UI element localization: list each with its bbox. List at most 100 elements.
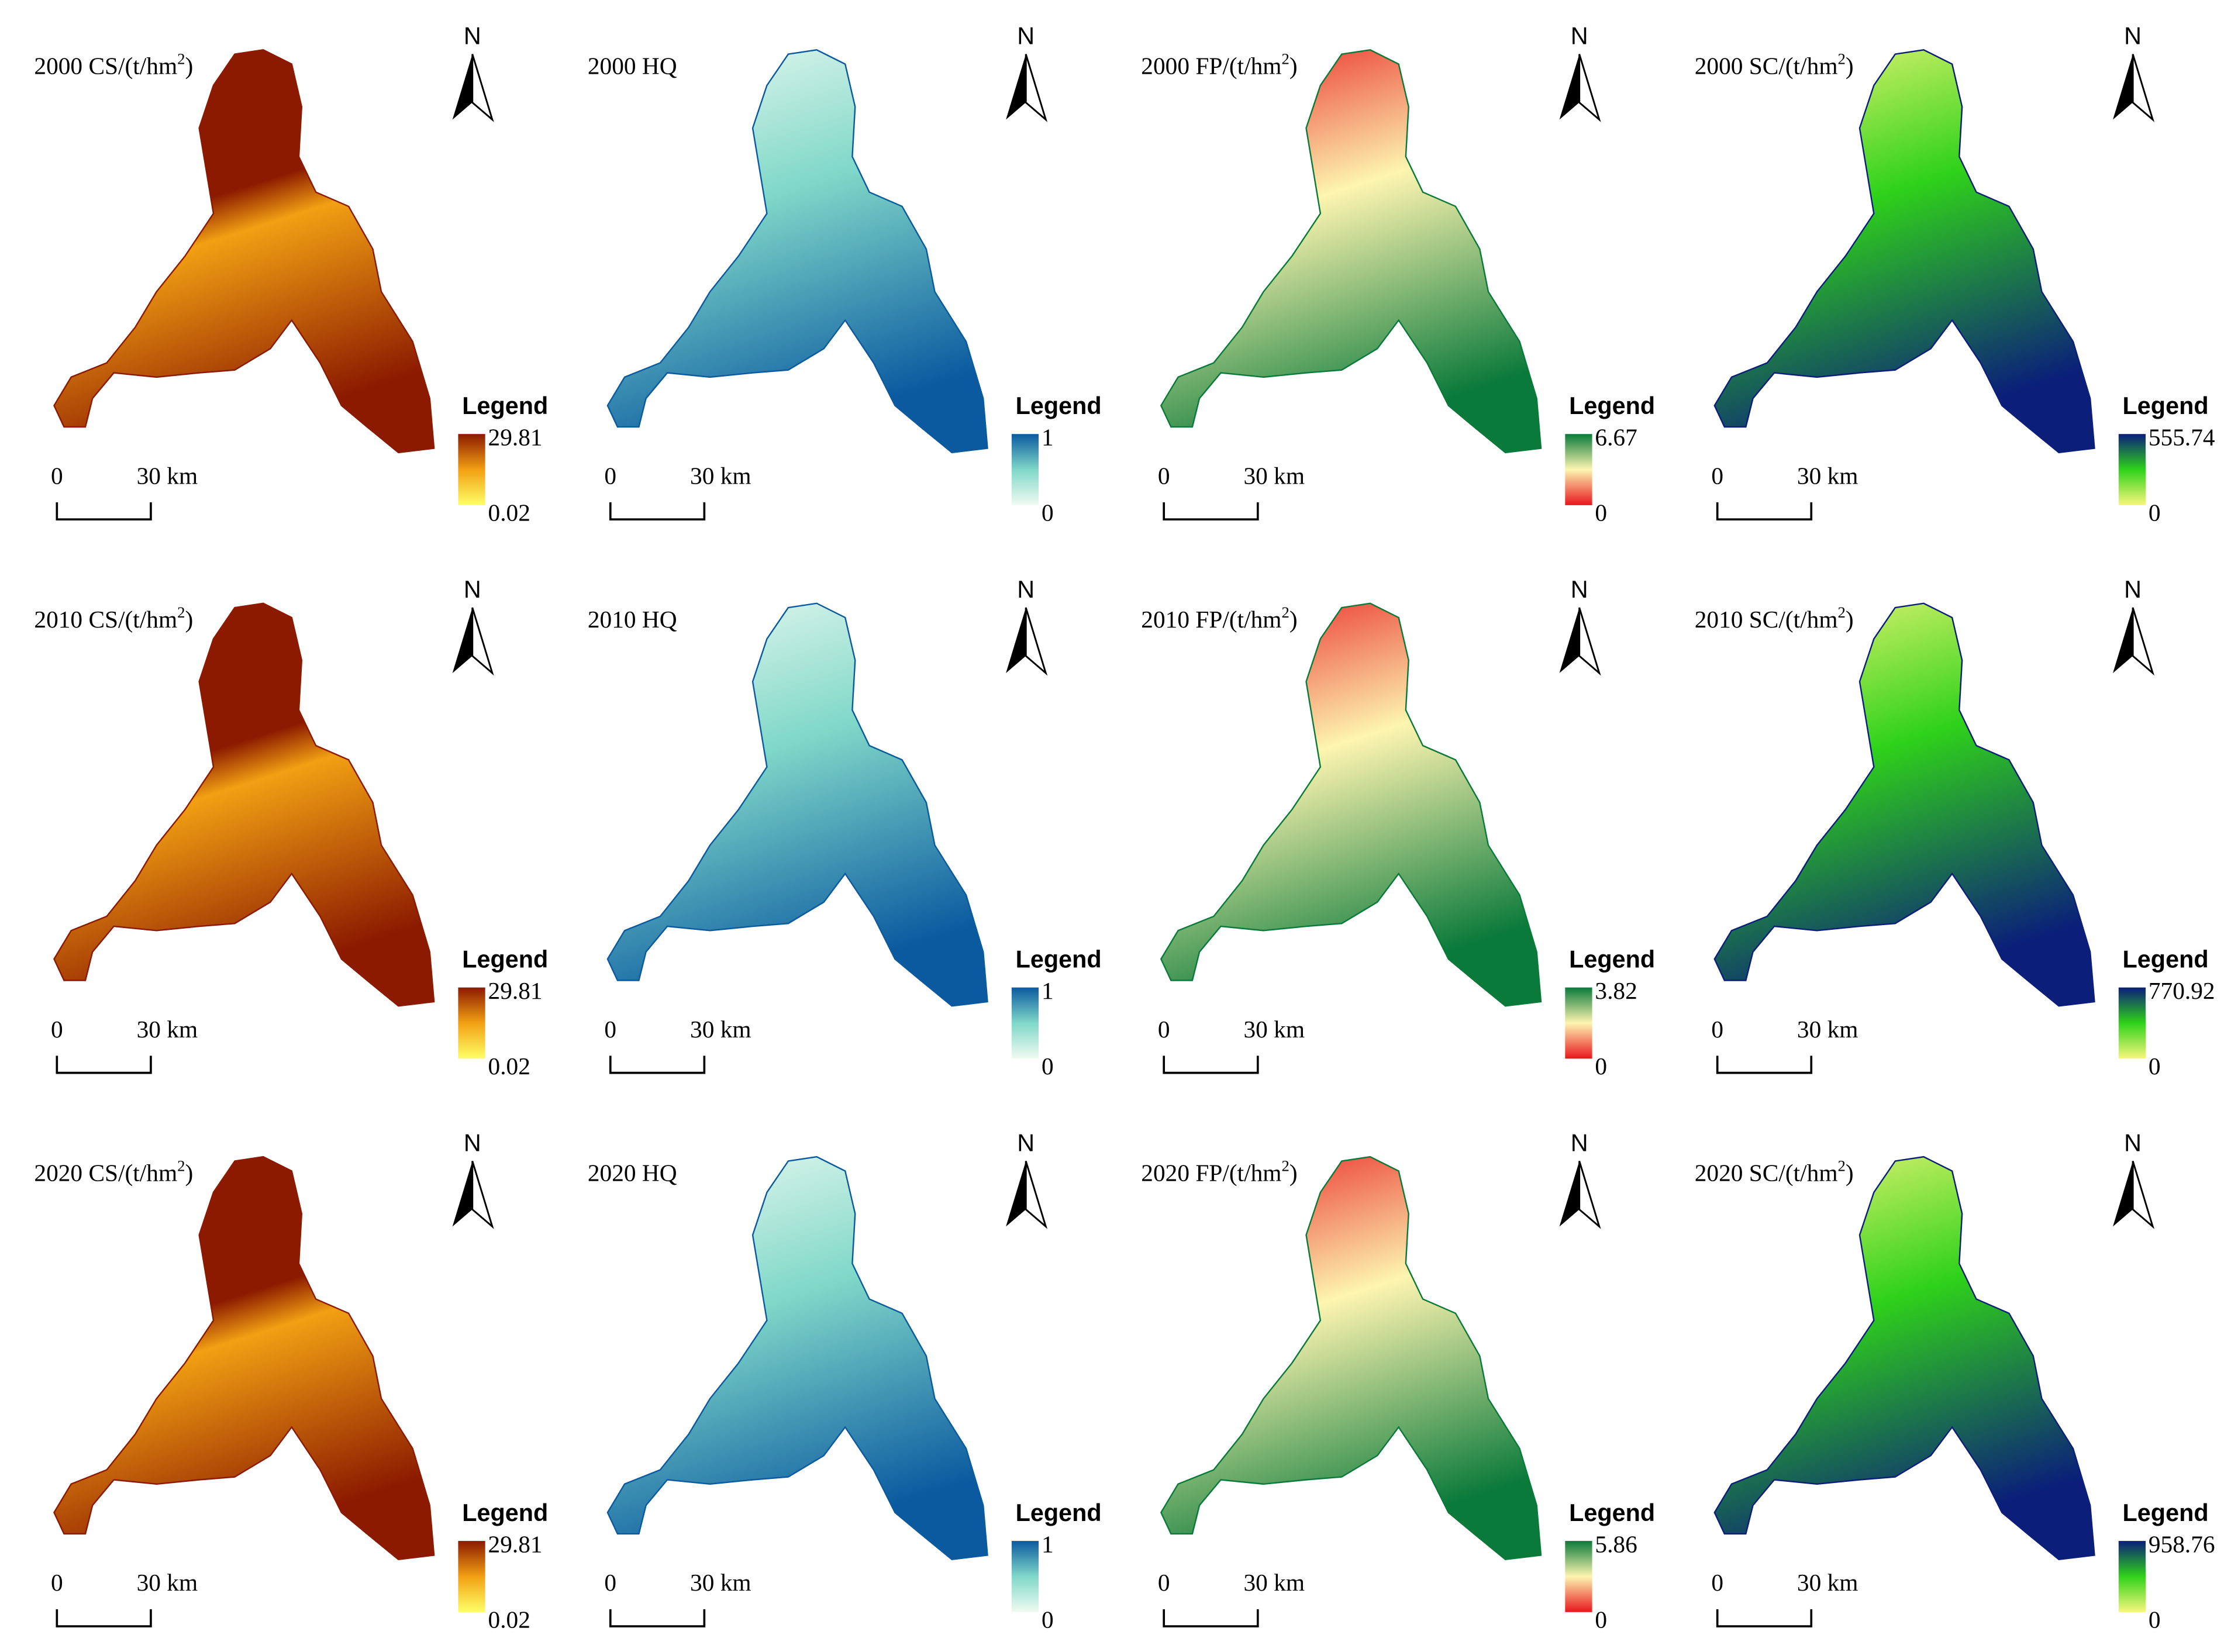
- title-part: 2010 HQ: [588, 606, 677, 633]
- region-map: [1713, 49, 2095, 454]
- scale-end: 30 km: [1243, 1016, 1305, 1043]
- north-arrow: [1559, 608, 1580, 673]
- north-arrow: [1578, 1161, 1601, 1229]
- legend-title: Legend: [2123, 392, 2209, 419]
- scale-start: 0: [1711, 1569, 1723, 1596]
- panel-title: 2010 FP/(t/hm2): [1141, 603, 1297, 633]
- legend-max: 5.86: [1595, 1531, 1637, 1558]
- legend-min: 0: [2149, 1053, 2161, 1080]
- legend-ramp: [458, 434, 485, 505]
- legend-ramp: [1011, 1541, 1039, 1612]
- legend-title: Legend: [1569, 1499, 1655, 1526]
- legend-ramp: [1011, 434, 1039, 505]
- scale-end: 30 km: [1797, 462, 1858, 489]
- legend-min: 0: [1595, 1606, 1607, 1633]
- north-arrow: [452, 608, 473, 673]
- scale-bar: [56, 502, 152, 521]
- panel-title: 2000 HQ: [588, 53, 677, 80]
- north-arrow: [1006, 608, 1026, 673]
- legend-max: 958.76: [2149, 1531, 2215, 1558]
- north-arrow: [1578, 607, 1601, 676]
- north-arrow: [471, 607, 494, 676]
- legend-title: Legend: [2123, 946, 2209, 973]
- region-map: [1160, 602, 1542, 1007]
- title-part: 2010 SC/(t/hm: [1695, 606, 1838, 633]
- title-part: 2: [1837, 1157, 1845, 1175]
- scale-bar: [609, 1056, 706, 1074]
- legend-max: 29.81: [488, 424, 543, 451]
- title-part: 2000 FP/(t/hm: [1141, 53, 1281, 80]
- legend-max: 6.67: [1595, 424, 1637, 451]
- legend-title: Legend: [1016, 946, 1102, 973]
- title-part: 2: [1281, 603, 1289, 621]
- legend-ramp: [1565, 1541, 1592, 1612]
- north-arrow: [1025, 54, 1048, 122]
- legend-max: 3.82: [1595, 977, 1637, 1004]
- north-label: N: [464, 1129, 481, 1156]
- map-panel: 2010 HQ N Legend 1 0 0 30 km: [588, 576, 1102, 1080]
- north-arrow: [471, 54, 494, 122]
- title-part: 2020 HQ: [588, 1160, 677, 1187]
- legend-ramp: [2118, 987, 2146, 1059]
- scale-bar: [1163, 502, 1259, 521]
- map-panel: 2000 FP/(t/hm2) N Legend 6.67 0 0 30 km: [1141, 23, 1655, 526]
- legend-max: 29.81: [488, 1531, 543, 1558]
- legend-title: Legend: [1016, 1499, 1102, 1526]
- north-label: N: [2124, 576, 2142, 603]
- scale-start: 0: [1711, 462, 1723, 489]
- scale-bar: [1716, 502, 1813, 521]
- scale-end: 30 km: [137, 1569, 198, 1596]
- panel-title: 2020 FP/(t/hm2): [1141, 1157, 1297, 1187]
- map-panel: 2010 FP/(t/hm2) N Legend 3.82 0 0 30 km: [1141, 576, 1655, 1080]
- north-arrow: [452, 1161, 473, 1227]
- region-map: [606, 1156, 988, 1560]
- scale-end: 30 km: [690, 1569, 751, 1596]
- title-part: ): [185, 1160, 194, 1187]
- panel-title: 2010 CS/(t/hm2): [34, 603, 193, 633]
- north-arrow: [2113, 608, 2133, 673]
- panel-title: 2020 CS/(t/hm2): [34, 1157, 193, 1187]
- scale-start: 0: [51, 1569, 63, 1596]
- legend-min: 0: [2149, 499, 2161, 526]
- legend-ramp: [458, 987, 485, 1059]
- region-map: [53, 602, 435, 1007]
- map-panel: 2010 SC/(t/hm2) N Legend 770.92 0 0 30 km: [1695, 576, 2215, 1080]
- region-map: [1160, 49, 1542, 454]
- scale-start: 0: [1158, 1569, 1170, 1596]
- title-part: 2: [1837, 603, 1845, 621]
- title-part: 2010 FP/(t/hm: [1141, 606, 1281, 633]
- scale-start: 0: [604, 1016, 616, 1043]
- legend-max: 1: [1042, 424, 1054, 451]
- title-part: 2: [1281, 1157, 1289, 1175]
- north-arrow: [471, 1161, 494, 1229]
- legend-max: 29.81: [488, 977, 543, 1004]
- scale-bar: [609, 1609, 706, 1627]
- region-map: [53, 1156, 435, 1560]
- map-panel: 2010 CS/(t/hm2) N Legend 29.81 0.02 0 30 km: [34, 576, 548, 1080]
- north-label: N: [1017, 576, 1035, 603]
- north-arrow: [1025, 607, 1048, 676]
- legend-max: 1: [1042, 1531, 1054, 1558]
- scale-bar: [1163, 1056, 1259, 1074]
- map-panel: 2000 CS/(t/hm2) N Legend 29.81 0.02 0 30 km: [34, 23, 548, 526]
- north-label: N: [2124, 23, 2142, 50]
- scale-end: 30 km: [690, 462, 751, 489]
- north-label: N: [1571, 23, 1588, 50]
- north-arrow: [2113, 54, 2133, 120]
- legend-min: 0.02: [488, 1053, 530, 1080]
- legend-max: 770.92: [2149, 977, 2215, 1004]
- north-label: N: [1571, 1129, 1588, 1156]
- panel-title: 2020 HQ: [588, 1160, 677, 1187]
- region-map: [1160, 1156, 1542, 1560]
- north-arrow: [1025, 1161, 1048, 1229]
- region-map: [53, 49, 435, 454]
- scale-bar: [1716, 1056, 1813, 1074]
- north-label: N: [464, 576, 481, 603]
- legend-min: 0: [1042, 1606, 1054, 1633]
- legend-title: Legend: [2123, 1499, 2209, 1526]
- legend-title: Legend: [1569, 392, 1655, 419]
- map-panel: 2020 FP/(t/hm2) N Legend 5.86 0 0 30 km: [1141, 1129, 1655, 1633]
- title-part: ): [185, 606, 194, 633]
- scale-start: 0: [1158, 1016, 1170, 1043]
- legend-max: 1: [1042, 977, 1054, 1004]
